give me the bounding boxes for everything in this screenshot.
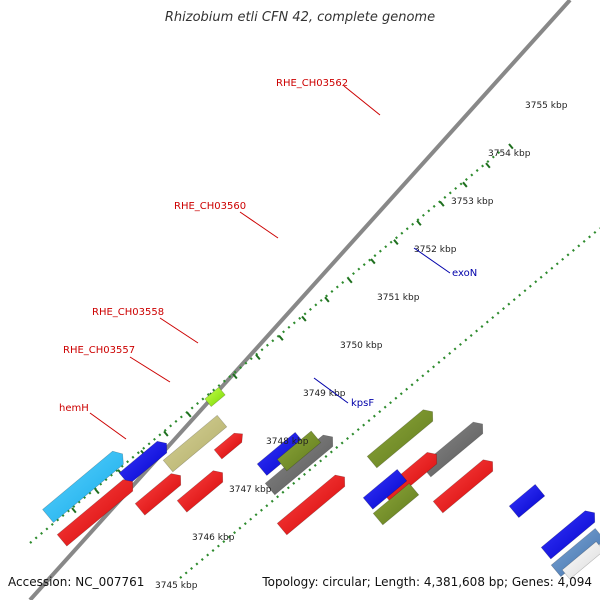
- accession-label: Accession: NC_007761: [8, 575, 145, 589]
- kbp-scale-label: 3750 kbp: [340, 341, 383, 351]
- gene-label-leader: [129, 356, 171, 383]
- kbp-scale-label: 3753 kbp: [451, 197, 494, 207]
- kbp-scale-label: 3752 kbp: [414, 245, 457, 255]
- gene-label-leader: [343, 85, 381, 116]
- tick-mark: [278, 334, 284, 341]
- tick-mark: [416, 219, 422, 226]
- gene-feature: [56, 479, 134, 547]
- gene-label-leader: [239, 211, 279, 239]
- tick-mark: [324, 296, 330, 303]
- gene-feature: [204, 386, 226, 407]
- map-title: Rhizobium etli CFN 42, complete genome: [164, 10, 436, 25]
- kbp-scale-label: 3755 kbp: [525, 101, 568, 111]
- kbp-scale-label: 3747 kbp: [229, 485, 272, 495]
- gene-feature: [213, 432, 243, 460]
- tick-mark: [370, 258, 376, 265]
- gene-label: exoN: [452, 268, 477, 279]
- kbp-scale-label: 3754 kbp: [488, 149, 531, 159]
- gene-label: RHE_CH03560: [174, 201, 246, 212]
- gene-feature: [432, 459, 494, 514]
- kbp-scale-label: 3745 kbp: [155, 581, 198, 591]
- gene-feature: [176, 470, 224, 513]
- tick-mark: [508, 143, 514, 150]
- tick-mark: [439, 200, 445, 207]
- genome-summary: Topology: circular; Length: 4,381,608 bp…: [262, 575, 592, 589]
- tick-mark: [301, 315, 307, 322]
- gene-feature: [372, 482, 420, 526]
- gene-label: RHE_CH03562: [276, 78, 348, 89]
- gene-feature: [366, 409, 434, 469]
- gene-feature: [42, 450, 124, 523]
- gene-feature: [134, 473, 182, 516]
- kbp-scale-label: 3749 kbp: [303, 389, 346, 399]
- gene-label: RHE_CH03557: [63, 345, 135, 356]
- gene-feature: [550, 528, 600, 578]
- tick-mark: [232, 373, 238, 380]
- tick-mark: [347, 277, 353, 284]
- inner-tick-track: [179, 227, 600, 579]
- gene-label: kpsF: [351, 398, 374, 409]
- tick-mark: [485, 162, 491, 169]
- tick-mark: [163, 430, 169, 437]
- gene-feature: [508, 483, 546, 519]
- kbp-scale-label: 3751 kbp: [377, 293, 420, 303]
- tick-mark: [462, 181, 468, 188]
- gene-feature: [362, 468, 408, 510]
- gene-label-leader: [413, 247, 451, 274]
- gene-feature: [276, 474, 346, 536]
- tick-mark: [94, 488, 100, 495]
- gene-label: RHE_CH03558: [92, 307, 164, 318]
- gene-label-leader: [159, 317, 199, 344]
- kbp-scale-label: 3748 kbp: [266, 437, 309, 447]
- gene-feature: [276, 430, 322, 472]
- gene-label-leader: [89, 412, 127, 440]
- gene-feature: [162, 414, 228, 473]
- tick-mark: [71, 507, 77, 514]
- gene-feature: [540, 510, 596, 560]
- gene-label-leader: [313, 377, 349, 404]
- kbp-scale-label: 3746 kbp: [192, 533, 235, 543]
- gene-feature: [561, 541, 600, 580]
- tick-mark: [186, 411, 192, 418]
- tick-mark: [393, 239, 399, 246]
- tick-mark: [255, 354, 261, 361]
- gene-label: hemH: [59, 403, 89, 414]
